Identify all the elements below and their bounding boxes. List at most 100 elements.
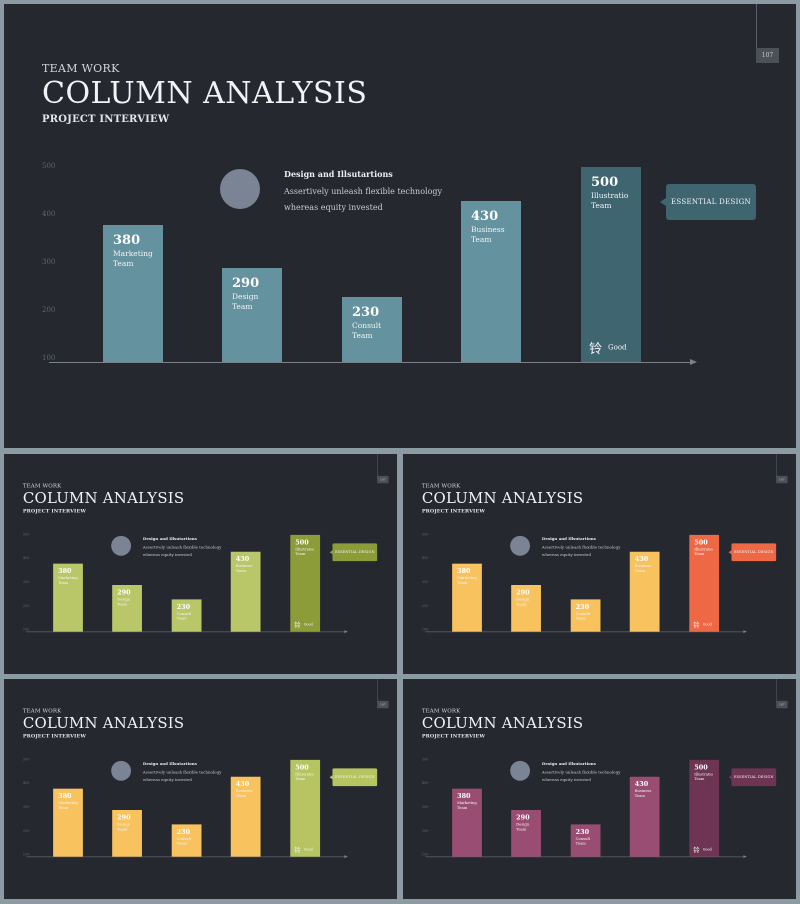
- bar-category-label: Consult Team: [575, 611, 591, 621]
- bar: 500 Illustratio Team 铃 Good: [689, 534, 720, 632]
- y-tick-label: 500: [421, 532, 429, 537]
- good-badge: 铃 Good: [294, 620, 313, 629]
- slide-subtitle: PROJECT INTERVIEW: [22, 508, 87, 515]
- circle-decoration: [510, 535, 531, 556]
- bar: 290 Design Team: [511, 809, 541, 857]
- bar: 430 Business Team: [629, 551, 660, 632]
- x-axis: [49, 362, 693, 363]
- bell-icon: 铃: [693, 846, 700, 855]
- bar: 380 Marketing Team: [452, 563, 482, 632]
- bar-value-label: 500: [694, 538, 708, 547]
- bar-category-label: Business Team: [235, 788, 253, 798]
- note-title: Design and Illsutartions: [541, 760, 596, 766]
- good-badge: 铃 Good: [693, 620, 712, 629]
- bar-value-label: 430: [235, 555, 250, 563]
- slide-kicker: TEAM WORK: [421, 707, 461, 715]
- bar-value-label: 380: [457, 792, 471, 800]
- bar: 230 Consult Team: [171, 824, 202, 857]
- bar-value-label: 290: [516, 588, 530, 597]
- good-label: Good: [702, 847, 712, 852]
- bar-value-label: 290: [516, 813, 530, 822]
- y-tick-label: 200: [421, 828, 429, 833]
- y-tick-label: 100: [421, 852, 429, 857]
- bar-category-label: Business Team: [235, 563, 253, 573]
- circle-decoration: [111, 535, 132, 556]
- good-badge: 铃 Good: [589, 338, 627, 357]
- callout-box: ESSENTIAL DESIGN: [728, 768, 777, 787]
- slide-variant-plum: 107 TEAM WORK COLUMN ANALYSIS PROJECT IN…: [403, 679, 796, 899]
- slide-title: COLUMN ANALYSIS: [421, 489, 584, 508]
- bar: 290 Design Team: [112, 584, 142, 632]
- bar-category-label: Marketing Team: [58, 800, 78, 810]
- bar-category-label: Business Team: [634, 563, 652, 573]
- good-badge: 铃 Good: [693, 845, 712, 854]
- callout-label: ESSENTIAL DESIGN: [334, 550, 375, 555]
- callout-pointer: [728, 550, 732, 555]
- slide-content: 107 TEAM WORK COLUMN ANALYSIS PROJECT IN…: [403, 454, 796, 674]
- bar-value-label: 230: [575, 828, 590, 836]
- note-body: Assertively unleash flexible technology …: [142, 769, 222, 783]
- bar-category-label: Consult Team: [176, 611, 192, 621]
- bar-value-label: 230: [176, 828, 191, 836]
- circle-decoration: [220, 169, 260, 209]
- slide-content: 107 TEAM WORK COLUMN ANALYSIS PROJECT IN…: [403, 679, 796, 899]
- callout-pointer: [329, 775, 333, 780]
- callout-box: ESSENTIAL DESIGN: [660, 184, 756, 220]
- bar-category-label: Illustratio Team: [295, 771, 314, 782]
- bar-category-label: Illustratio Team: [694, 546, 713, 557]
- axis-arrow-icon: [344, 855, 348, 859]
- slide-kicker: TEAM WORK: [421, 482, 461, 490]
- bar-category-label: Illustratio Team: [694, 771, 713, 782]
- good-label: Good: [303, 622, 313, 627]
- note-title: Design and Illsutartions: [284, 169, 393, 179]
- bar-category-label: Design Team: [117, 596, 131, 607]
- y-tick-label: 200: [22, 603, 30, 608]
- y-tick-label: 200: [421, 603, 429, 608]
- bell-icon: 铃: [294, 846, 301, 855]
- callout-box: ESSENTIAL DESIGN: [329, 543, 378, 562]
- y-tick-label: 200: [42, 306, 56, 314]
- slide-kicker: TEAM WORK: [22, 482, 62, 490]
- bar-value-label: 430: [471, 208, 499, 224]
- slide-title: COLUMN ANALYSIS: [42, 76, 368, 111]
- callout-box: ESSENTIAL DESIGN: [329, 768, 378, 787]
- y-tick-label: 400: [421, 781, 429, 786]
- bar: 430 Business Team: [629, 776, 660, 857]
- y-tick-label: 400: [22, 781, 30, 786]
- bar: 380 Marketing Team: [452, 788, 482, 857]
- y-tick-label: 300: [22, 805, 30, 810]
- bar: 290 Design Team: [112, 809, 142, 857]
- good-badge: 铃 Good: [294, 845, 313, 854]
- y-tick-label: 300: [421, 580, 429, 585]
- note-body: Assertively unleash flexible technology …: [284, 187, 443, 212]
- bar-category-label: Business Team: [471, 224, 505, 244]
- slide-content: 107 TEAM WORK COLUMN ANALYSIS PROJECT IN…: [4, 679, 397, 899]
- bar-value-label: 380: [58, 792, 72, 800]
- page-number: 107: [776, 700, 788, 709]
- bar: 290 Design Team: [222, 267, 282, 362]
- y-tick-label: 500: [421, 757, 429, 762]
- y-tick-label: 400: [22, 556, 30, 561]
- bar-category-label: Design Team: [516, 596, 530, 607]
- y-tick-label: 500: [22, 757, 30, 762]
- slide-subtitle: PROJECT INTERVIEW: [421, 733, 486, 740]
- bar: 380 Marketing Team: [103, 224, 163, 362]
- circle-decoration: [111, 760, 132, 781]
- bar-category-label: Design Team: [117, 821, 131, 832]
- slide-subtitle: PROJECT INTERVIEW: [42, 114, 170, 125]
- note-title: Design and Illsutartions: [541, 535, 596, 541]
- axis-arrow-icon: [690, 359, 697, 365]
- bar: 500 Illustratio Team 铃 Good: [581, 167, 641, 362]
- bar-category-label: Design Team: [232, 291, 259, 311]
- slide-subtitle: PROJECT INTERVIEW: [421, 508, 486, 515]
- bar-value-label: 500: [295, 763, 309, 772]
- bar-value-label: 380: [58, 567, 72, 575]
- y-tick-label: 300: [22, 580, 30, 585]
- bar: 230 Consult Team: [171, 599, 202, 632]
- callout-pointer: [728, 775, 732, 780]
- bar-value-label: 230: [575, 603, 590, 611]
- bar-value-label: 500: [694, 763, 708, 772]
- good-label: Good: [702, 622, 712, 627]
- bar: 500 Illustratio Team 铃 Good: [290, 759, 321, 857]
- bar-value-label: 290: [117, 588, 131, 597]
